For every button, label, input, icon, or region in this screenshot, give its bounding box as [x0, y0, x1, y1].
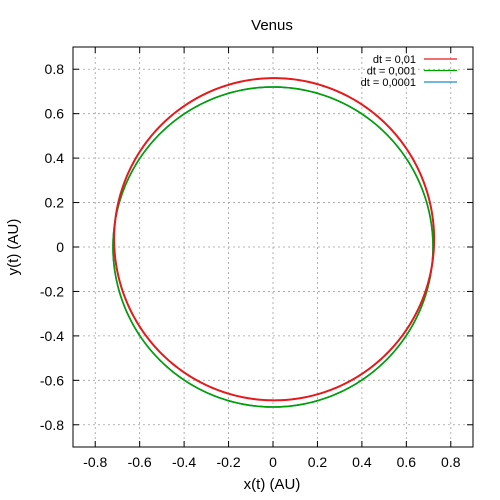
chart-title: Venus	[251, 17, 293, 34]
x-tick-label: -0.2	[216, 454, 240, 470]
x-tick-label: 0.4	[352, 454, 372, 470]
y-tick-label: -0.4	[40, 328, 64, 344]
y-tick-label: 0.6	[45, 106, 65, 122]
y-tick-label: 0.4	[45, 150, 65, 166]
x-tick-label: 0	[269, 454, 277, 470]
y-tick-label: -0.2	[40, 283, 64, 299]
legend-label-3: dt = 0,0001	[361, 77, 416, 89]
y-tick-label: 0.2	[45, 195, 65, 211]
x-axis-label: x(t) (AU)	[244, 476, 301, 493]
y-tick-label: 0	[56, 239, 64, 255]
ticks: -0.8 -0.6 -0.4 -0.2 0 0.2 0.4 0.6 0.8 -0.8 -0.6 -0.…	[40, 47, 473, 470]
y-axis-label: y(t) (AU)	[5, 219, 22, 276]
x-tick-label: 0.2	[308, 454, 328, 470]
orbit-series-1	[113, 77, 436, 402]
grid	[73, 47, 473, 447]
x-tick-label: 0.6	[397, 454, 417, 470]
y-tick-label: -0.8	[40, 417, 64, 433]
series-layer	[112, 77, 436, 408]
y-tick-label: -0.6	[40, 372, 64, 388]
x-tick-label: 0.8	[441, 454, 461, 470]
y-tick-label: 0.8	[45, 61, 65, 77]
legend-label-1: dt = 0,01	[373, 54, 416, 66]
x-tick-label: -0.4	[172, 454, 196, 470]
legend-label-2: dt = 0,001	[367, 66, 416, 78]
orbit-series-2	[112, 86, 434, 408]
x-tick-label: -0.6	[128, 454, 152, 470]
x-tick-label: -0.8	[83, 454, 107, 470]
